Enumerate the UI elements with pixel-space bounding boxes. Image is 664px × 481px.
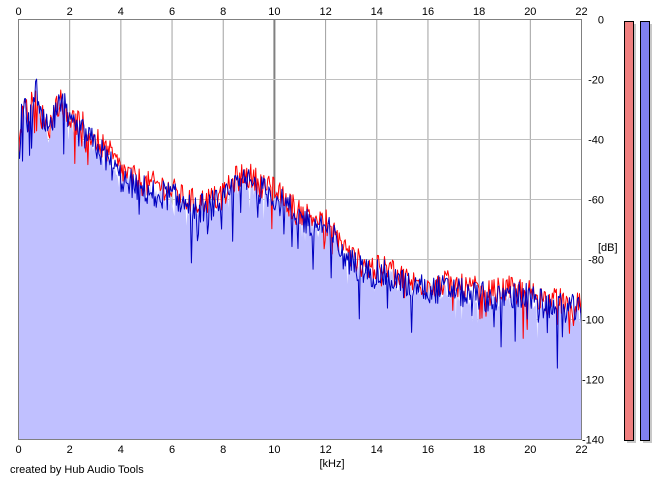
x-tick-labels-top: 0 2 4 6 8 10 12 14 16 18 20 22 xyxy=(15,6,587,18)
x-tick-top-1: 2 xyxy=(67,6,73,18)
x-tick-top-10: 20 xyxy=(524,6,536,18)
y-tick-label-3: -60 xyxy=(588,195,604,207)
x-tick-top-3: 6 xyxy=(169,6,175,18)
x-tick-bottom-10: 20 xyxy=(524,444,536,456)
y-tick-label-4: -80 xyxy=(588,255,604,267)
y-tick-label-7: -140 xyxy=(582,435,604,447)
y-tick-label-5: -100 xyxy=(582,315,604,327)
x-axis-label: [kHz] xyxy=(319,458,344,470)
x-tick-bottom-8: 16 xyxy=(422,444,434,456)
x-tick-bottom-0: 0 xyxy=(15,444,21,456)
x-tick-bottom-6: 12 xyxy=(319,444,331,456)
y-tick-labels: 0 -20 -40 -60 -80 -100 -120 -140 xyxy=(582,15,604,447)
level-meter-0 xyxy=(624,21,634,441)
y-tick-label-6: -120 xyxy=(582,375,604,387)
x-tick-bottom-11: 22 xyxy=(575,444,587,456)
x-tick-bottom-4: 8 xyxy=(220,444,226,456)
x-tick-bottom-2: 4 xyxy=(118,444,124,456)
y-tick-label-0: 0 xyxy=(598,15,604,27)
x-tick-top-6: 12 xyxy=(319,6,331,18)
x-tick-top-4: 8 xyxy=(220,6,226,18)
x-tick-labels-bottom: 0 2 4 6 8 10 12 14 16 18 20 22 xyxy=(15,444,587,456)
level-meters xyxy=(624,21,652,443)
level-meter-1 xyxy=(640,21,650,441)
x-tick-top-9: 18 xyxy=(473,6,485,18)
x-tick-bottom-3: 6 xyxy=(169,444,175,456)
x-tick-bottom-7: 14 xyxy=(371,444,383,456)
y-tick-label-1: -20 xyxy=(588,75,604,87)
y-axis-label: [dB] xyxy=(598,242,618,254)
credit-text: created by Hub Audio Tools xyxy=(10,464,144,476)
series-layer xyxy=(18,78,582,369)
series-line-1 xyxy=(18,78,582,369)
x-tick-top-8: 16 xyxy=(422,6,434,18)
x-tick-top-5: 10 xyxy=(268,6,280,18)
x-tick-bottom-5: 10 xyxy=(268,444,280,456)
x-tick-top-2: 4 xyxy=(118,6,124,18)
y-tick-label-2: -40 xyxy=(588,135,604,147)
x-tick-top-7: 14 xyxy=(371,6,383,18)
spectrum-fill-area xyxy=(18,89,582,440)
x-tick-bottom-9: 18 xyxy=(473,444,485,456)
plot-frame xyxy=(18,19,582,440)
x-tick-top-0: 0 xyxy=(15,6,21,18)
x-tick-bottom-1: 2 xyxy=(67,444,73,456)
x-tick-top-11: 22 xyxy=(575,6,587,18)
